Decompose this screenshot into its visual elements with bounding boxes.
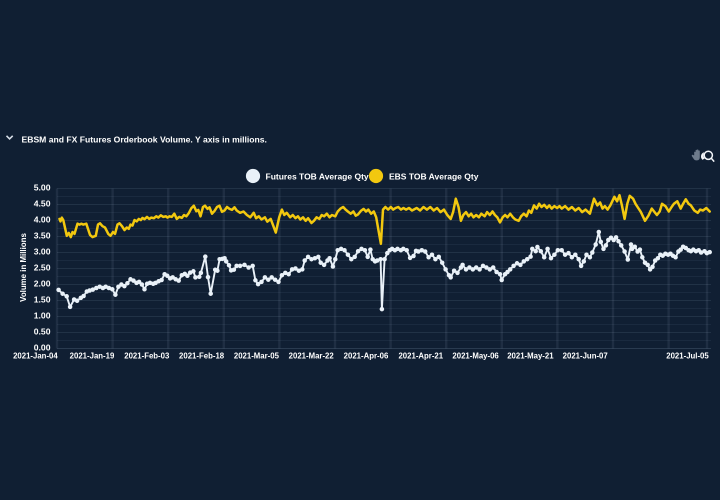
svg-text:Futures TOB Average Qty: Futures TOB Average Qty — [266, 171, 369, 181]
svg-text:2021-May-06: 2021-May-06 — [452, 352, 499, 361]
svg-text:2021-May-21: 2021-May-21 — [507, 352, 554, 361]
svg-text:Volume in Millions: Volume in Millions — [19, 233, 28, 302]
svg-text:1.00: 1.00 — [34, 311, 51, 321]
svg-text:2021-Feb-18: 2021-Feb-18 — [179, 352, 225, 361]
svg-text:2021-Mar-22: 2021-Mar-22 — [289, 352, 335, 361]
svg-text:2021-Jan-04: 2021-Jan-04 — [13, 352, 58, 361]
svg-text:EBS TOB Average Qty: EBS TOB Average Qty — [389, 171, 479, 181]
svg-text:0.50: 0.50 — [34, 327, 51, 337]
svg-text:2.00: 2.00 — [34, 279, 51, 289]
svg-text:2021-Apr-06: 2021-Apr-06 — [344, 352, 389, 361]
svg-text:2021-Jun-07: 2021-Jun-07 — [563, 352, 608, 361]
svg-text:1.50: 1.50 — [34, 295, 51, 305]
svg-text:2021-Feb-03: 2021-Feb-03 — [124, 352, 170, 361]
svg-text:3.50: 3.50 — [34, 231, 51, 241]
svg-text:3.00: 3.00 — [34, 247, 51, 257]
svg-text:2021-Mar-05: 2021-Mar-05 — [234, 352, 280, 361]
svg-text:0.00: 0.00 — [34, 343, 51, 353]
svg-text:2.50: 2.50 — [34, 263, 51, 273]
svg-text:2021-Jan-19: 2021-Jan-19 — [70, 352, 115, 361]
svg-text:5.00: 5.00 — [34, 183, 51, 193]
svg-text:2021-Apr-21: 2021-Apr-21 — [398, 352, 443, 361]
svg-text:EBSM and FX Futures Orderbook: EBSM and FX Futures Orderbook Volume. Y … — [22, 135, 267, 145]
svg-text:2021-Jul-05: 2021-Jul-05 — [666, 352, 709, 361]
svg-text:4.00: 4.00 — [34, 215, 51, 225]
svg-text:4.50: 4.50 — [34, 199, 51, 209]
